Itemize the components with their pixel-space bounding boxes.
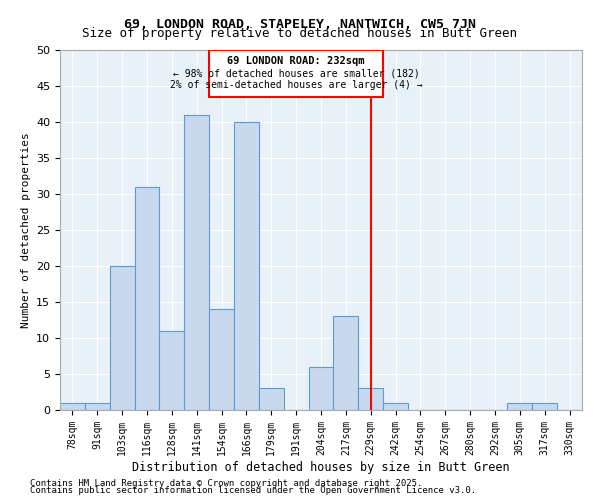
Bar <box>60 403 85 410</box>
Bar <box>110 266 134 410</box>
Text: ← 98% of detached houses are smaller (182): ← 98% of detached houses are smaller (18… <box>173 68 419 78</box>
Bar <box>358 388 383 410</box>
Text: Contains HM Land Registry data © Crown copyright and database right 2025.: Contains HM Land Registry data © Crown c… <box>30 478 422 488</box>
Bar <box>134 187 160 410</box>
Bar <box>334 316 358 410</box>
Y-axis label: Number of detached properties: Number of detached properties <box>20 132 31 328</box>
Text: 2% of semi-detached houses are larger (4) →: 2% of semi-detached houses are larger (4… <box>170 80 422 90</box>
Bar <box>209 309 234 410</box>
Bar <box>85 403 110 410</box>
FancyBboxPatch shape <box>209 50 383 97</box>
Bar <box>160 331 184 410</box>
Text: 69, LONDON ROAD, STAPELEY, NANTWICH, CW5 7JN: 69, LONDON ROAD, STAPELEY, NANTWICH, CW5… <box>124 18 476 30</box>
Bar <box>383 403 408 410</box>
Bar <box>532 403 557 410</box>
Text: 69 LONDON ROAD: 232sqm: 69 LONDON ROAD: 232sqm <box>227 56 365 66</box>
Bar <box>308 367 334 410</box>
X-axis label: Distribution of detached houses by size in Butt Green: Distribution of detached houses by size … <box>132 460 510 473</box>
Text: Size of property relative to detached houses in Butt Green: Size of property relative to detached ho… <box>83 28 517 40</box>
Bar <box>234 122 259 410</box>
Text: Contains public sector information licensed under the Open Government Licence v3: Contains public sector information licen… <box>30 486 476 495</box>
Bar <box>508 403 532 410</box>
Bar <box>259 388 284 410</box>
Bar <box>184 115 209 410</box>
